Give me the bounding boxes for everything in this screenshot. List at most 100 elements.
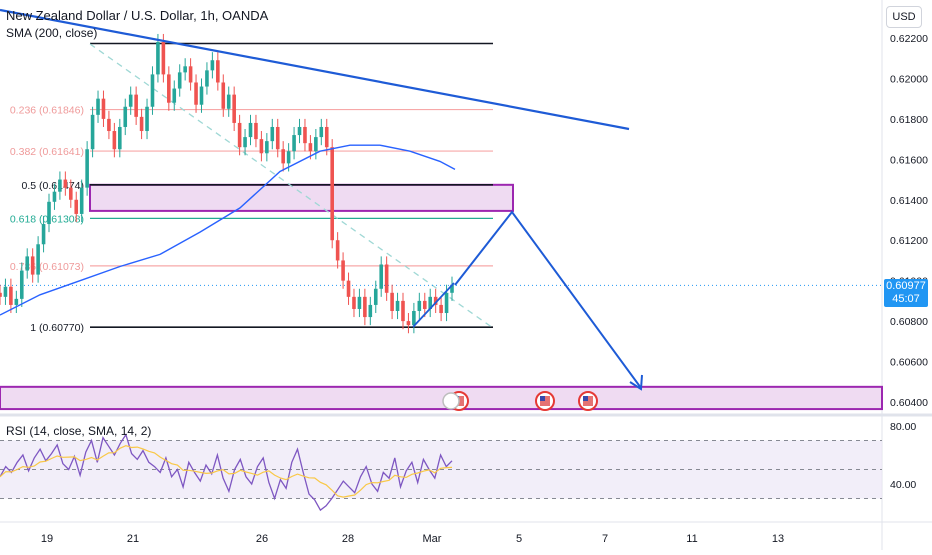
candle-body [363, 296, 367, 318]
time-tick-label: Mar [423, 533, 442, 545]
price-tick-label: 0.61600 [890, 154, 928, 166]
candle-body [85, 149, 89, 188]
time-tick-label: 28 [342, 533, 354, 545]
candle-body [286, 151, 291, 164]
candle-body [439, 304, 443, 314]
candle-body [450, 284, 454, 293]
candle-body [297, 126, 302, 136]
us-flag-canton [540, 396, 545, 401]
candle-body [352, 296, 356, 309]
price-tick-label: 0.62000 [890, 73, 928, 85]
candle-body [406, 321, 411, 326]
candle-body [401, 300, 405, 322]
time-tick-label: 19 [41, 533, 53, 545]
candle-body [47, 201, 51, 225]
candle-body [68, 187, 73, 200]
candle-body [0, 292, 2, 297]
candle-body [281, 149, 285, 164]
target-zone [0, 385, 883, 411]
time-tick-label: 21 [127, 533, 139, 545]
candle-body [384, 264, 389, 293]
projection-path [454, 210, 642, 389]
candle-body [444, 292, 449, 314]
time-tick-label: 13 [772, 533, 784, 545]
candle-body [216, 60, 220, 83]
candle-body [172, 88, 177, 103]
candle-body [221, 82, 226, 109]
candle-body [357, 296, 362, 309]
candle-body [118, 126, 122, 150]
candle-countdown: 45:07 [892, 293, 920, 305]
fib-level-label: 0.236 (0.61846) [10, 105, 84, 117]
price-tick-label: 0.60400 [890, 397, 928, 409]
candle-body [30, 256, 35, 275]
candle-body [275, 126, 280, 150]
candle-body [243, 137, 247, 148]
candle-body [90, 114, 95, 150]
event-icon-shadow [442, 392, 460, 410]
price-tick-label: 0.61400 [890, 195, 928, 207]
candle-body [63, 179, 68, 188]
candle-body [41, 224, 46, 245]
candle-body [237, 122, 242, 148]
time-tick-label: 11 [686, 533, 697, 545]
candle-body [346, 280, 351, 297]
candle-body [150, 74, 155, 107]
candle-body [134, 94, 138, 117]
candle-body [373, 288, 378, 305]
candle-body [96, 98, 100, 115]
symbol-title: New Zealand Dollar / U.S. Dollar, 1h, OA… [6, 8, 269, 23]
candle-body [199, 86, 204, 105]
candle-body [9, 286, 13, 305]
candle-body [335, 240, 340, 261]
candle-body [341, 260, 345, 281]
candle-body [161, 42, 166, 75]
candle-body [412, 311, 416, 326]
us-flag-canton [583, 396, 588, 401]
rsi-tick-label: 40.00 [890, 479, 916, 491]
candle-body [52, 191, 57, 202]
candle-body [128, 94, 133, 107]
candle-body [379, 264, 384, 289]
time-tick-label: 7 [602, 533, 608, 545]
candle-body [390, 292, 394, 311]
candle-body [58, 179, 62, 192]
candle-body [368, 304, 373, 318]
candle-body [123, 106, 128, 127]
candle-body [422, 300, 427, 309]
candle-body [314, 137, 318, 152]
candle-body [205, 70, 209, 87]
candle-body [19, 270, 24, 299]
candle-body [259, 139, 264, 154]
price-tick-label: 0.61200 [890, 235, 928, 247]
candle-body [226, 94, 231, 109]
candle-body [25, 256, 30, 271]
fib-level-label: 0.5 (0.61474) [22, 180, 84, 192]
rsi-legend[interactable]: RSI (14, close, SMA, 14, 2) [6, 424, 152, 438]
current-price-tag: 0.60977 45:07 [884, 279, 928, 307]
candle-body [177, 72, 182, 89]
candle-body [232, 94, 236, 123]
candle-body [303, 126, 307, 144]
sma-legend[interactable]: SMA (200, close) [6, 26, 98, 40]
projection-arrowhead [629, 374, 643, 391]
candle-body [265, 141, 269, 154]
price-tick-label: 0.61800 [890, 114, 928, 126]
candle-body [254, 122, 258, 140]
rsi-tick-label: 80.00 [890, 421, 916, 433]
candle-body [330, 147, 334, 241]
time-tick-label: 26 [256, 533, 268, 545]
fib-level-label: 0.618 (0.61308) [10, 213, 84, 225]
candle-body [292, 135, 296, 152]
currency-button[interactable]: USD [886, 6, 922, 28]
candle-body [14, 298, 19, 305]
candle-body [428, 296, 433, 309]
candle-body [395, 300, 400, 311]
candle-body [248, 122, 253, 138]
rsi-line [0, 433, 453, 512]
rsi-sma-line [0, 445, 453, 498]
candle-body [145, 106, 149, 132]
time-tick-label: 5 [516, 533, 522, 545]
